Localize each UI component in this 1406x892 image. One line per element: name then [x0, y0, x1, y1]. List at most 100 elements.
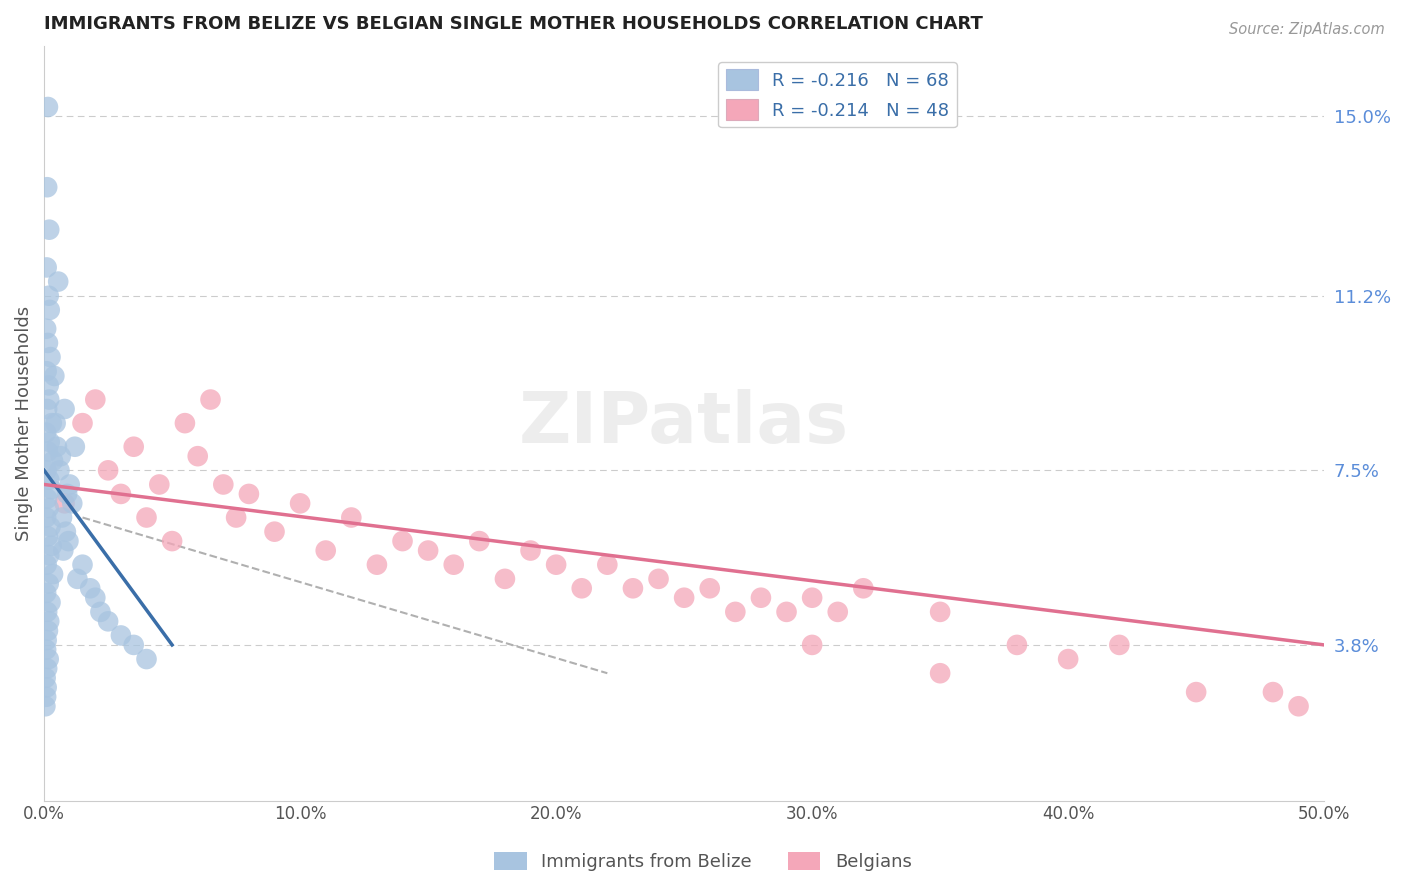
Point — [519, 543, 541, 558]
Point — [160, 534, 183, 549]
Point — [38, 501, 60, 516]
Point — [35, 586, 58, 600]
Point — [37, 335, 59, 350]
Point — [263, 524, 285, 539]
Point — [97, 463, 120, 477]
Point — [122, 638, 145, 652]
Point — [42, 567, 65, 582]
Point — [1057, 652, 1080, 666]
Point — [41, 416, 63, 430]
Text: Source: ZipAtlas.com: Source: ZipAtlas.com — [1229, 22, 1385, 37]
Point — [110, 487, 132, 501]
Point — [38, 378, 60, 392]
Point — [59, 477, 82, 491]
Point — [1288, 699, 1310, 714]
Point — [51, 510, 73, 524]
Point — [45, 416, 67, 430]
Point — [673, 591, 696, 605]
Point — [35, 558, 58, 572]
Point — [52, 543, 75, 558]
Point — [724, 605, 747, 619]
Point — [38, 615, 60, 629]
Point — [72, 416, 94, 430]
Point — [174, 416, 197, 430]
Point — [37, 180, 59, 194]
Point — [42, 454, 65, 468]
Point — [58, 534, 80, 549]
Point — [34, 699, 56, 714]
Y-axis label: Single Mother Households: Single Mother Households — [15, 306, 32, 541]
Point — [135, 652, 157, 666]
Point — [37, 605, 59, 619]
Point — [39, 595, 62, 609]
Point — [38, 548, 60, 562]
Point — [200, 392, 222, 407]
Point — [39, 482, 62, 496]
Point — [46, 275, 69, 289]
Point — [315, 543, 337, 558]
Point — [41, 539, 63, 553]
Point — [340, 510, 363, 524]
Point — [39, 520, 62, 534]
Point — [929, 605, 952, 619]
Point — [34, 671, 56, 685]
Point — [37, 624, 59, 638]
Point — [35, 690, 58, 704]
Point — [48, 463, 70, 477]
Point — [45, 440, 67, 454]
Point — [37, 100, 59, 114]
Point — [187, 449, 209, 463]
Point — [37, 402, 59, 417]
Point — [1185, 685, 1208, 699]
Point — [35, 633, 58, 648]
Point — [35, 364, 58, 378]
Point — [66, 572, 89, 586]
Point — [35, 260, 58, 275]
Point — [546, 558, 568, 572]
Point — [35, 425, 58, 440]
Point — [596, 558, 619, 572]
Point — [38, 302, 60, 317]
Legend: R = -0.216   N = 68, R = -0.214   N = 48: R = -0.216 N = 68, R = -0.214 N = 48 — [718, 62, 956, 128]
Point — [89, 605, 111, 619]
Point — [135, 510, 157, 524]
Point — [699, 582, 721, 596]
Point — [37, 529, 59, 543]
Point — [38, 435, 60, 450]
Point — [749, 591, 772, 605]
Point — [494, 572, 516, 586]
Point — [79, 582, 101, 596]
Point — [84, 591, 107, 605]
Point — [391, 534, 413, 549]
Point — [801, 591, 824, 605]
Point — [621, 582, 644, 596]
Point — [38, 576, 60, 591]
Point — [55, 524, 77, 539]
Point — [35, 642, 58, 657]
Point — [110, 628, 132, 642]
Point — [801, 638, 824, 652]
Point — [35, 322, 58, 336]
Point — [238, 487, 260, 501]
Point — [63, 440, 86, 454]
Point — [39, 350, 62, 364]
Point — [212, 477, 235, 491]
Point — [366, 558, 388, 572]
Point — [148, 477, 170, 491]
Point — [647, 572, 669, 586]
Point — [35, 463, 58, 477]
Point — [827, 605, 849, 619]
Point — [1261, 685, 1284, 699]
Point — [37, 444, 59, 458]
Legend: Immigrants from Belize, Belgians: Immigrants from Belize, Belgians — [486, 845, 920, 879]
Point — [852, 582, 875, 596]
Point — [416, 543, 439, 558]
Point — [122, 440, 145, 454]
Point — [72, 558, 94, 572]
Point — [38, 652, 60, 666]
Point — [38, 289, 60, 303]
Point — [97, 615, 120, 629]
Point — [1005, 638, 1028, 652]
Point — [38, 392, 60, 407]
Point — [288, 496, 311, 510]
